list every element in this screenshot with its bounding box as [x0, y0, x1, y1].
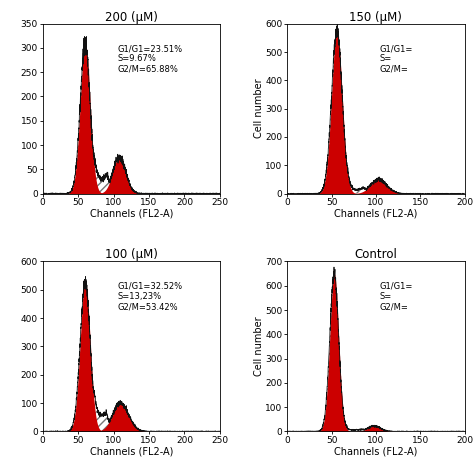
- X-axis label: Channels (FL2-A): Channels (FL2-A): [334, 447, 418, 456]
- Text: G1/G1=
S=
G2/M=: G1/G1= S= G2/M=: [380, 282, 413, 312]
- Title: 150 (μM): 150 (μM): [349, 11, 402, 24]
- Title: Control: Control: [355, 248, 397, 262]
- Title: 200 (μM): 200 (μM): [105, 11, 158, 24]
- X-axis label: Channels (FL2-A): Channels (FL2-A): [334, 209, 418, 219]
- Text: G1/G1=23.51%
S=9.67%
G2/M=65.88%: G1/G1=23.51% S=9.67% G2/M=65.88%: [117, 44, 182, 74]
- X-axis label: Channels (FL2-A): Channels (FL2-A): [90, 447, 173, 456]
- Y-axis label: Cell number: Cell number: [254, 317, 264, 376]
- X-axis label: Channels (FL2-A): Channels (FL2-A): [90, 209, 173, 219]
- Title: 100 (μM): 100 (μM): [105, 248, 158, 262]
- Y-axis label: Cell number: Cell number: [254, 79, 264, 138]
- Text: G1/G1=
S=
G2/M=: G1/G1= S= G2/M=: [380, 44, 413, 74]
- Text: G1/G1=32.52%
S=13,23%
G2/M=53.42%: G1/G1=32.52% S=13,23% G2/M=53.42%: [117, 282, 182, 312]
